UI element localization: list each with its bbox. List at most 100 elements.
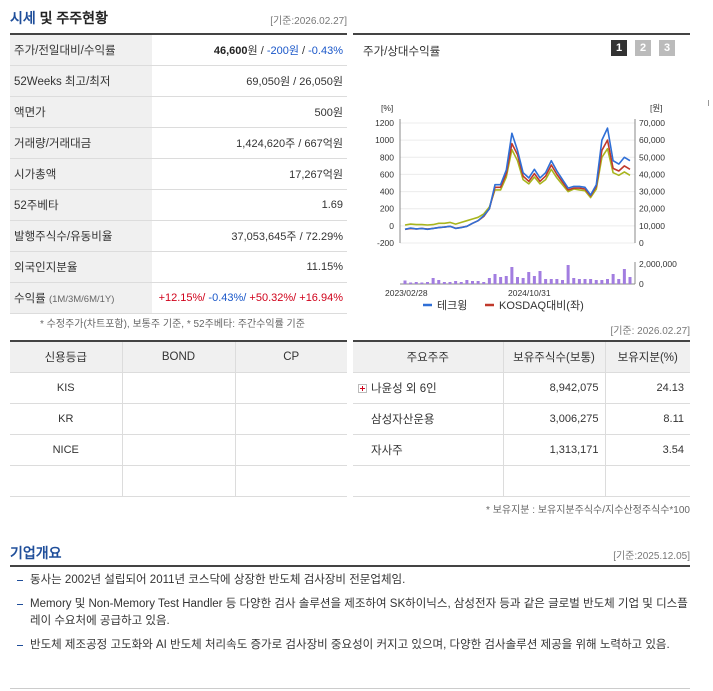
volume-tick-label: 2,000,000 bbox=[639, 259, 677, 269]
table-row: KIS bbox=[10, 372, 347, 404]
table-row bbox=[10, 465, 347, 497]
row-label: 시가총액 bbox=[10, 158, 152, 190]
separator: / bbox=[298, 44, 309, 57]
price-value: 46,600원 / -200원 / -0.43% bbox=[152, 34, 347, 66]
volume-bar bbox=[426, 282, 429, 284]
volume-bar bbox=[459, 282, 463, 284]
table-row: 52Weeks 최고/최저 69,050원 / 26,050원 bbox=[10, 65, 347, 97]
shareholder-name: 나윤성 외 6인 bbox=[353, 372, 503, 404]
volume-bar bbox=[454, 281, 458, 284]
volume-bar bbox=[532, 276, 536, 284]
row-label: 외국인지분율 bbox=[10, 251, 152, 283]
agency: NICE bbox=[10, 434, 122, 466]
separator: / bbox=[202, 291, 209, 304]
volume-bar bbox=[476, 281, 480, 284]
title-shareholders: 및 주주현황 bbox=[35, 10, 108, 26]
shares-count: 3,006,275 bbox=[502, 403, 605, 435]
list-item: 반도체 제조공정 고도화와 AI 반도체 처리속도 증가로 검사장비 중요성이 … bbox=[16, 637, 688, 654]
title-price: 시세 bbox=[10, 10, 36, 26]
row-label: 수익률 (1M/3M/6M/1Y) bbox=[10, 282, 152, 314]
overview-date: [기준:2025.12.05] bbox=[613, 551, 690, 562]
share-ratio bbox=[604, 465, 690, 497]
left-tick-label: 1000 bbox=[375, 135, 394, 145]
volume-bar bbox=[572, 278, 576, 284]
shares-count: 8,942,075 bbox=[502, 372, 605, 404]
left-tick-label: 200 bbox=[380, 204, 394, 214]
table-row: 시가총액 17,267억원 bbox=[10, 158, 347, 190]
row-value: 37,053,645주 / 72.29% bbox=[152, 220, 347, 252]
share-ratio: 8.11 bbox=[604, 403, 690, 435]
shareholder-name bbox=[353, 465, 503, 497]
volume-bar bbox=[561, 280, 564, 284]
row-label: 52Weeks 최고/최저 bbox=[10, 65, 152, 97]
row-label: 발행주식수/유동비율 bbox=[10, 220, 152, 252]
table-row: 발행주식수/유동비율 37,053,645주 / 72.29% bbox=[10, 220, 347, 252]
price-chart: [%] [원] 1200 1000 800 600 400 200 0 -200 70,000 60,… bbox=[375, 103, 677, 312]
volume-bar bbox=[431, 278, 435, 284]
row-label: 52주베타 bbox=[10, 189, 152, 221]
agency: KIS bbox=[10, 372, 122, 404]
shareholder-name: 삼성자산운용 bbox=[353, 403, 503, 435]
volume-bar bbox=[471, 281, 474, 284]
chart-button-1[interactable]: 1 bbox=[611, 40, 627, 56]
left-tick-label: 800 bbox=[380, 152, 394, 162]
right-tick-label: 0 bbox=[639, 238, 644, 248]
legend-label: 테크윙 bbox=[437, 299, 467, 312]
volume-bar bbox=[617, 279, 621, 284]
x-tick-label: 2023/02/28 bbox=[385, 288, 428, 298]
right-tick-label: 50,000 bbox=[639, 152, 665, 162]
chart-button-2[interactable]: 2 bbox=[635, 40, 651, 56]
right-tick-label: 40,000 bbox=[639, 169, 665, 179]
shares-count: 1,313,171 bbox=[502, 434, 605, 466]
row-label: 주가/전일대비/수익률 bbox=[10, 34, 152, 66]
volume-bar bbox=[566, 265, 570, 284]
table-header: 주요주주 보유주식수(보통) 보유지분(%) bbox=[353, 341, 690, 373]
series-line bbox=[404, 127, 631, 231]
row-value: 500원 bbox=[152, 96, 347, 128]
shareholder-footnote: * 보유지분 : 보유지분주식수/지수산정주식수*100 bbox=[486, 505, 690, 516]
table-row: 자사주 1,313,171 3.54 bbox=[353, 434, 690, 466]
agency: KR bbox=[10, 403, 122, 435]
expand-plus-icon[interactable] bbox=[358, 383, 367, 393]
volume-bar bbox=[516, 277, 519, 284]
chart-button-3[interactable]: 3 bbox=[659, 40, 675, 56]
return-6m: +50.32% bbox=[249, 291, 294, 304]
row-value: 11.15% bbox=[152, 251, 347, 283]
volume-bar bbox=[622, 269, 626, 284]
right-tick-label: 70,000 bbox=[639, 118, 665, 128]
volume-bar bbox=[482, 282, 486, 284]
volume-bar bbox=[611, 274, 615, 284]
row-label: 액면가 bbox=[10, 96, 152, 128]
return-3m: -0.43% bbox=[208, 291, 244, 304]
table-row: 삼성자산운용 3,006,275 8.11 bbox=[353, 403, 690, 435]
list-item: Memory 및 Non-Memory Test Handler 등 다양한 검… bbox=[16, 596, 688, 630]
bond-rating bbox=[121, 372, 235, 404]
separator: / bbox=[293, 291, 300, 304]
price-unit: 원 bbox=[247, 44, 258, 57]
shareholder-table: 주요주주 보유주식수(보통) 보유지분(%) 나윤성 외 6인 8,942,07… bbox=[353, 340, 690, 497]
volume-bar bbox=[409, 282, 413, 284]
cp-rating bbox=[234, 434, 347, 466]
bond-rating bbox=[121, 403, 235, 435]
overview-list: 동사는 2002년 설립되어 2011년 코스닥에 상장한 반도체 검사장비 전… bbox=[16, 572, 688, 661]
bond-rating bbox=[121, 465, 235, 497]
table-row: 수익률 (1M/3M/6M/1Y) +12.15%/ -0.43%/ +50.3… bbox=[10, 282, 347, 314]
shares-count bbox=[502, 465, 605, 497]
separator: / bbox=[243, 291, 250, 304]
volume-bar bbox=[499, 277, 503, 284]
return-1m: +12.15% bbox=[158, 291, 203, 304]
table-header: 신용등급 BOND CP bbox=[10, 341, 347, 373]
price-change: -200원 bbox=[266, 44, 299, 57]
header-cp: CP bbox=[234, 341, 347, 373]
shareholder-name: 자사주 bbox=[353, 434, 503, 466]
table-row bbox=[353, 465, 690, 497]
summary-footnote: * 수정주가(차트포함), 보통주 기준, * 52주베타: 주간수익률 기준 bbox=[40, 319, 305, 330]
volume-tick-label: 0 bbox=[639, 279, 644, 289]
legend-label: KOSDAQ대비(좌) bbox=[499, 299, 584, 312]
volume-bar bbox=[420, 282, 424, 284]
row-value: 1,424,620주 / 667억원 bbox=[152, 127, 347, 159]
volume-bar bbox=[594, 280, 598, 284]
returns-label: 수익률 bbox=[14, 292, 46, 305]
volume-bar bbox=[442, 282, 446, 284]
volume-bar bbox=[510, 267, 514, 284]
